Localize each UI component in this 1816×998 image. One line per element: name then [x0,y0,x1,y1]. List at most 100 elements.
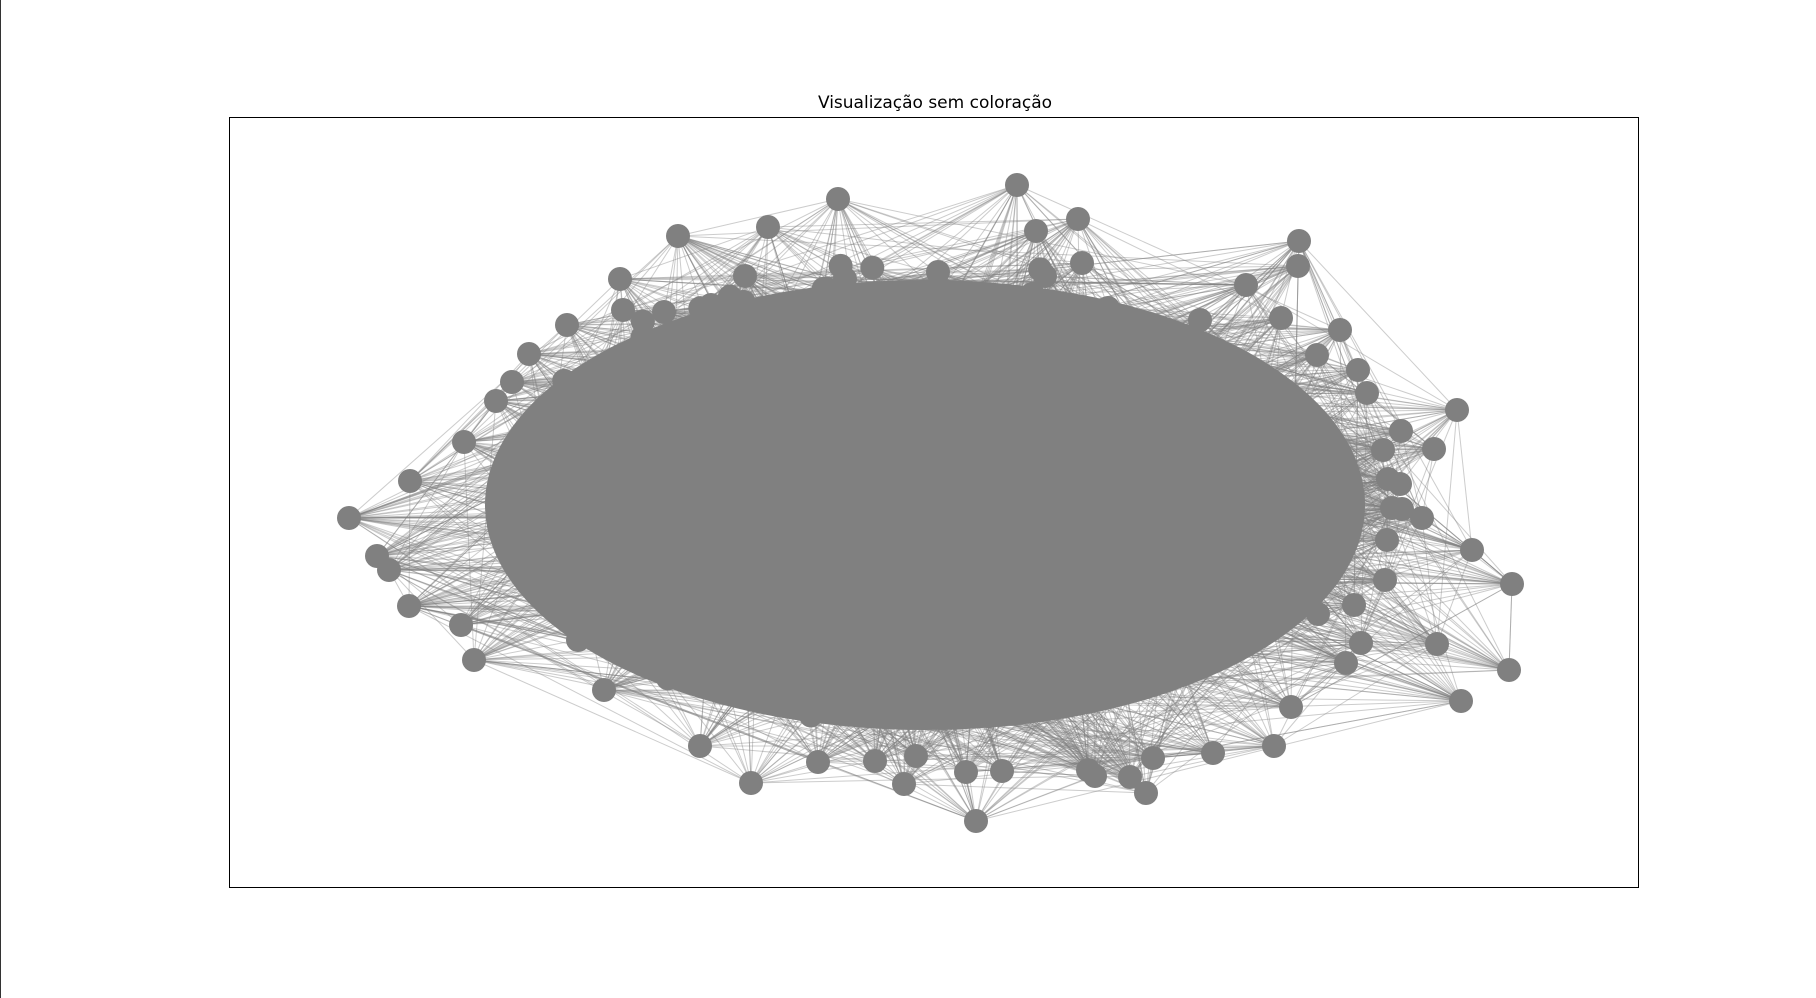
graph-edge [1508,583,1513,671]
graph-edge [1290,583,1513,708]
graph-edge [1094,662,1347,777]
graph-node [620,505,645,530]
graph-node [1258,445,1283,470]
graph-edge [667,678,752,784]
graph-edge [376,400,497,557]
graph-node [537,431,562,456]
graph-edge [1001,642,1362,772]
graph-edge [1360,448,1435,644]
graph-node [716,583,741,608]
graph-node [522,447,547,472]
graph-edge [1384,579,1510,671]
graph-edge [677,235,827,290]
graph-node [1334,651,1358,675]
graph-node [398,469,422,493]
graph-edge [1145,549,1473,794]
graph-node [1376,467,1400,491]
graph-edge [348,517,701,747]
graph-node [891,500,916,525]
graph-node [1328,318,1352,342]
graph-edge [388,569,701,747]
graph-edge [473,659,752,784]
graph-node [843,299,867,323]
graph-node [782,677,807,702]
graph-node [611,298,635,322]
graph-edge [837,198,1247,286]
graph-edge [528,265,841,355]
graph-node [462,648,486,672]
graph-edge [622,275,746,311]
graph-node [737,436,762,461]
graph-edge [1199,319,1402,432]
graph-node [921,442,946,467]
graph-node [870,314,895,339]
graph-node [964,809,988,833]
graph-node [1222,505,1247,530]
figure-title: Visualização sem coloração [817,93,1053,113]
graph-node [1279,695,1303,719]
graph-edge [376,555,579,641]
graph-node [1010,364,1035,389]
graph-edge [460,624,977,822]
graph-edge [1400,430,1423,519]
graph-node [969,641,994,666]
graph-edge [750,775,1096,784]
graph-node [551,568,576,593]
graph-edge [663,226,769,313]
graph-node [666,224,690,248]
graph-edge [975,775,1096,822]
graph-node [1170,522,1195,547]
graph-node [1269,306,1293,330]
graph-node [1041,594,1066,619]
graph-edge [622,226,769,311]
graph-edge [566,230,1037,326]
graph-edge [663,235,679,313]
graph-node [1134,781,1158,805]
graph-edge [1384,579,1438,645]
graph-edge [1387,409,1458,480]
graph-edge [1077,218,1282,319]
graph-node [765,308,790,333]
graph-edge [1298,240,1458,411]
graph-node [1083,764,1107,788]
graph-node [592,678,616,702]
graph-node [337,506,361,530]
graph-node [1024,219,1048,243]
graph-node [1185,381,1210,406]
graph-node [1151,490,1176,515]
graph-node [1349,631,1373,655]
graph-edge [1456,409,1473,551]
graph-edge [622,184,1018,311]
graph-edge [1251,619,1510,671]
graph-node [672,572,697,597]
graph-node [1282,390,1307,415]
graph-edge [566,218,1079,326]
graph-node [1305,343,1329,367]
graph-node [862,604,887,629]
graph-node [739,771,763,795]
graph-edge [975,604,1355,822]
graph-node [987,394,1012,419]
graph-edge [1245,284,1513,585]
graph-node [1019,540,1044,565]
graph-edge [1087,662,1347,771]
graph-node [1003,644,1028,669]
graph-node [1234,273,1258,297]
graph-edge [1001,662,1347,772]
graph-node [1096,295,1121,320]
graph-edge [1245,284,1458,411]
graph-node [883,341,908,366]
graph-node [1101,679,1126,704]
graph-edge [1401,508,1510,671]
graph-node [1115,603,1140,628]
graph-node [1201,741,1225,765]
graph-node [1262,734,1286,758]
graph-node [660,545,685,570]
graph-node [907,690,932,715]
graph-edge [874,760,1003,772]
graph-edge [699,745,876,762]
graph-node [665,515,690,540]
graph-node [566,628,590,652]
graph-node [852,555,877,580]
